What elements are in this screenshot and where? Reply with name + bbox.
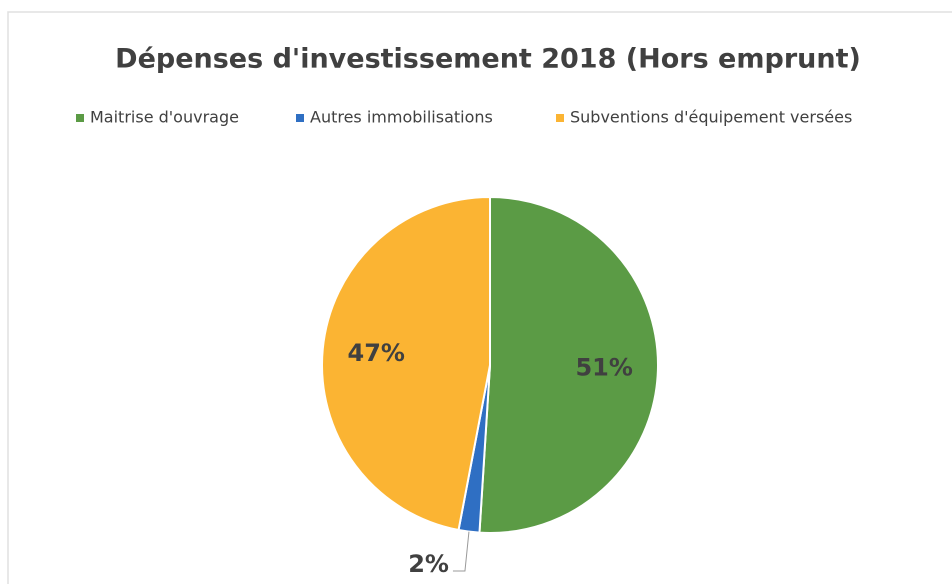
legend-label: Autres immobilisations bbox=[310, 108, 493, 127]
legend-swatch bbox=[556, 114, 564, 122]
chart-title: Dépenses d'investissement 2018 (Hors emp… bbox=[115, 44, 861, 75]
pie-slice bbox=[321, 195, 491, 532]
leader-line bbox=[452, 531, 470, 572]
data-label: 51% bbox=[575, 354, 632, 382]
legend-label: Subventions d'équipement versées bbox=[570, 108, 852, 127]
legend-swatch bbox=[76, 114, 84, 122]
pie-slice bbox=[478, 195, 659, 534]
data-label: 2% bbox=[408, 550, 449, 578]
legend-label: Maitrise d'ouvrage bbox=[90, 108, 239, 127]
data-label: 47% bbox=[348, 339, 405, 367]
legend-swatch bbox=[296, 114, 304, 122]
